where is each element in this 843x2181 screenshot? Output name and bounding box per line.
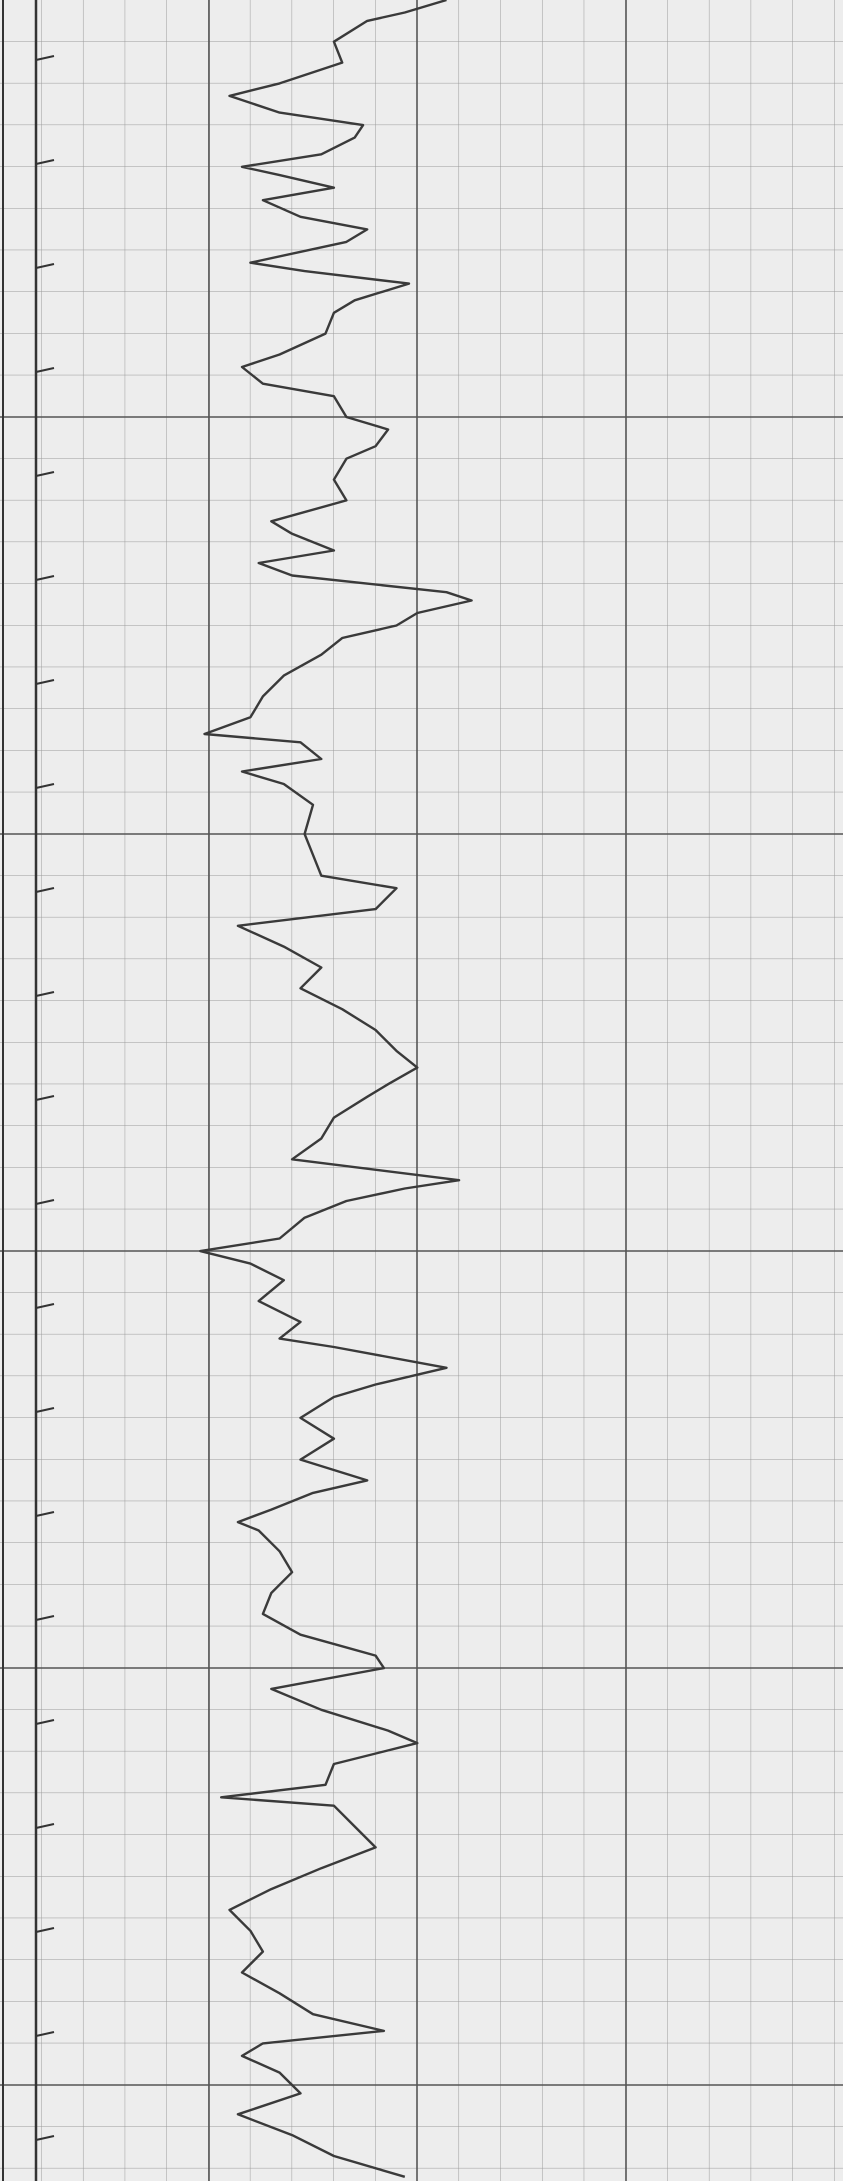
trace [199, 0, 473, 2178]
marker-ticks [35, 55, 55, 2141]
marker-track [2, 0, 38, 2181]
